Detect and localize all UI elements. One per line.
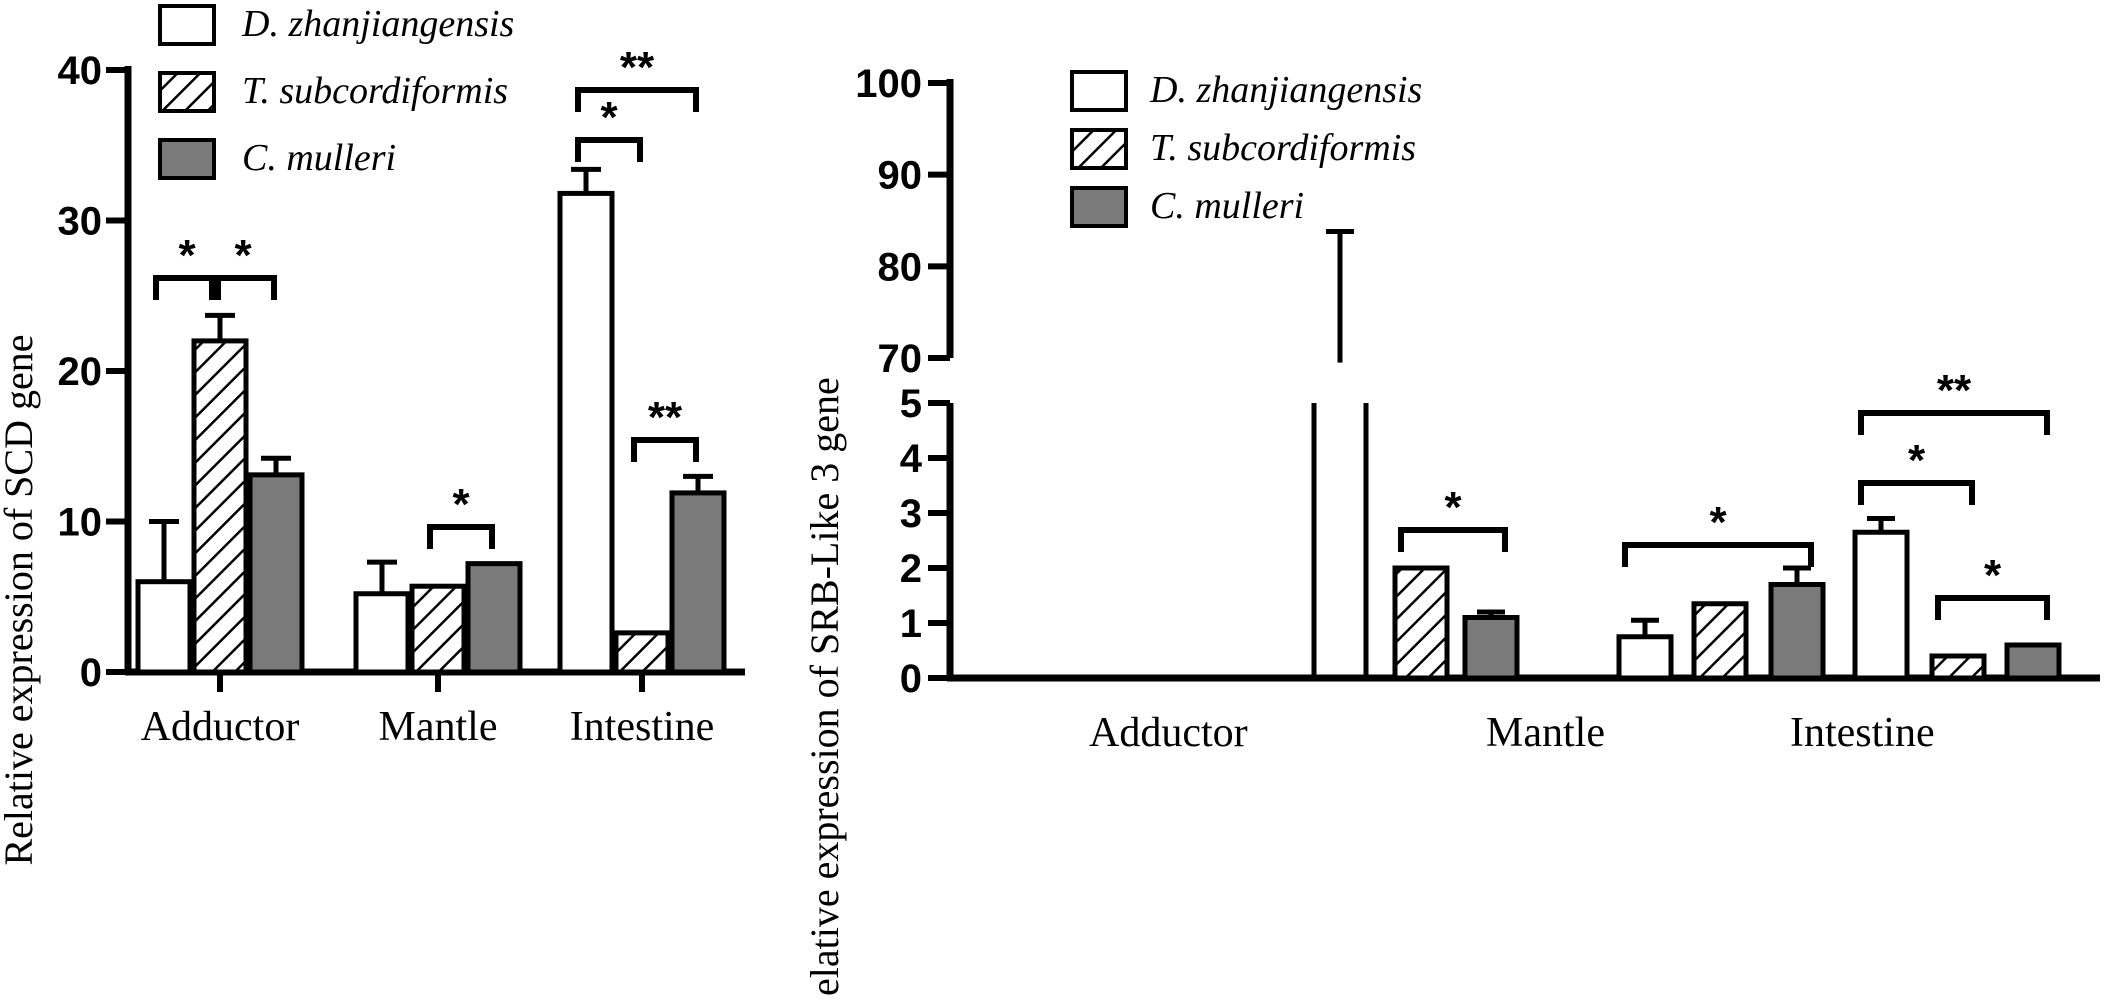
y-axis-label: Relative expression of SRB-Like 3 gene — [802, 377, 847, 996]
legend-entry: D. zhanjiangensis — [1149, 69, 1422, 111]
significance-annotations: * ***** — [1398, 366, 2050, 620]
bar — [2004, 642, 2062, 681]
axes: 0 10 20 30 40 Adductor Mantle Intestine — [58, 49, 745, 750]
legend-entry: T. subcordiformis — [1150, 127, 1416, 169]
significance-line — [153, 275, 221, 300]
legend-swatch — [158, 138, 216, 180]
bar — [1392, 565, 1450, 681]
significance-line — [575, 87, 699, 112]
significance-line — [631, 437, 699, 462]
significance-label: ** — [648, 393, 683, 442]
significance-label: * — [452, 480, 470, 529]
y-tick-label: 10 — [58, 501, 103, 545]
y-tick-label: 20 — [58, 350, 103, 394]
x-tick-label: Adductor — [1089, 710, 1248, 756]
significance-line — [1935, 595, 2050, 620]
x-tick-label: Mantle — [379, 704, 498, 750]
significance-line — [427, 524, 495, 549]
x-tick-label: Mantle — [1486, 710, 1605, 756]
legend-entry: C. mulleri — [242, 137, 396, 179]
legend: D. zhanjiangensis T. subcordiformis C. mul… — [158, 3, 514, 180]
bar — [613, 630, 671, 675]
y-tick-label: 70 — [878, 337, 923, 381]
bar — [1929, 653, 1987, 681]
y-axis-label: Relative expression of SCD gene — [0, 335, 41, 866]
y-tick-label: 80 — [878, 245, 923, 289]
y-tick-label: 100 — [855, 62, 922, 106]
bar — [247, 472, 305, 675]
y-tick-label: 0 — [80, 651, 102, 695]
significance-label: ** — [1937, 366, 1972, 415]
bar — [1616, 634, 1674, 681]
significance-line — [575, 137, 643, 162]
bar — [669, 490, 727, 675]
x-tick-label: Intestine — [1790, 710, 1935, 756]
bar — [1768, 582, 1826, 681]
significance-line — [1622, 542, 1814, 567]
srb-chart: Relative expression of SRB-Like 3 gene 0… — [802, 62, 2100, 1001]
y-tick-label: 3 — [900, 492, 922, 536]
significance-line — [1858, 410, 2050, 435]
bar — [353, 591, 411, 675]
legend-swatch — [158, 71, 216, 113]
y-tick-label: 90 — [878, 154, 923, 198]
significance-line — [1398, 527, 1508, 552]
significance-label: * — [178, 231, 196, 280]
legend-swatch — [1070, 128, 1128, 170]
bars — [135, 190, 727, 675]
legend-entry: T. subcordiformis — [242, 70, 508, 112]
legend-entry: D. zhanjiangensis — [241, 3, 514, 45]
x-tick-label: Adductor — [141, 704, 300, 750]
y-tick-label: 30 — [58, 200, 103, 244]
bar — [135, 579, 193, 675]
y-tick-label: 4 — [900, 437, 923, 481]
bar — [465, 561, 523, 675]
significance-label: * — [1908, 436, 1926, 485]
bar — [1311, 403, 1369, 678]
significance-label: * — [234, 231, 252, 280]
significance-annotations: * ******* — [153, 43, 699, 549]
y-tick-label: 40 — [58, 49, 103, 93]
legend-swatch — [1070, 186, 1128, 228]
legend-swatch — [1070, 70, 1128, 112]
y-tick-label: 2 — [900, 547, 922, 591]
error-bars — [149, 166, 713, 594]
bar — [409, 583, 467, 675]
error-bars — [1326, 229, 1895, 637]
legend: D. zhanjiangensis T. subcordiformis C. mul… — [1070, 69, 1422, 228]
y-tick-label: 1 — [900, 602, 922, 646]
bar — [191, 338, 249, 675]
significance-label: ** — [620, 43, 655, 92]
bar — [557, 190, 615, 675]
significance-line — [1858, 480, 1975, 505]
bar — [1691, 601, 1749, 681]
scd-chart: Relative expression of SCD gene 0 10 20 30 4… — [0, 3, 745, 866]
bar — [1462, 615, 1520, 681]
legend-swatch — [158, 4, 216, 46]
y-tick-label: 5 — [900, 382, 922, 426]
significance-label: * — [1984, 551, 2002, 600]
significance-line — [209, 275, 277, 300]
y-tick-label: 0 — [900, 657, 922, 701]
bar — [1852, 529, 1910, 681]
significance-label: * — [1444, 483, 1462, 532]
x-tick-label: Intestine — [570, 704, 715, 750]
bars — [1311, 403, 2062, 681]
legend-entry: C. mulleri — [1150, 185, 1304, 227]
significance-label: * — [1709, 498, 1727, 547]
significance-label: * — [600, 93, 618, 142]
